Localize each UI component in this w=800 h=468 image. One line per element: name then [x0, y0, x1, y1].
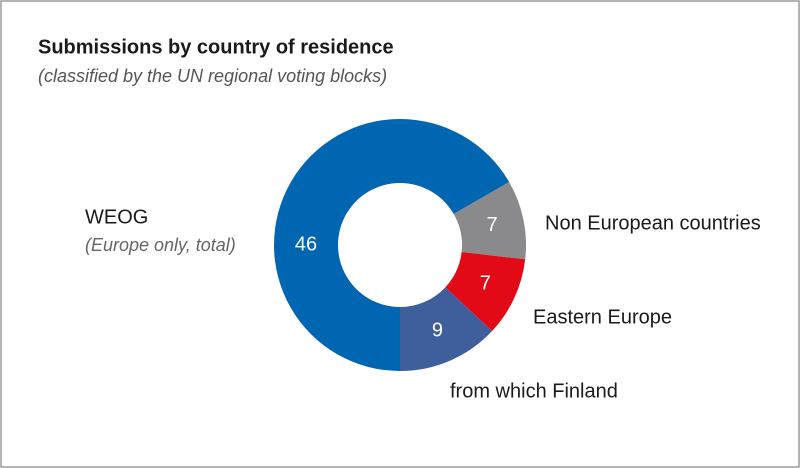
category-label: from which Finland	[450, 380, 618, 402]
slice	[400, 287, 493, 371]
chart-title: Submissions by country of residence	[38, 36, 394, 58]
category-label: Eastern Europe	[533, 306, 672, 328]
slice	[445, 252, 526, 332]
category-label: WEOG	[85, 206, 148, 228]
chart-subtitle: (classified by the UN regional voting bl…	[38, 66, 387, 86]
value-label: 46	[295, 233, 317, 255]
value-label: 7	[486, 214, 497, 236]
value-label: 7	[480, 273, 491, 295]
annotation: (Europe only, total)	[85, 235, 236, 255]
value-label: 9	[432, 319, 443, 341]
category-label: Non European countries	[545, 212, 761, 234]
slice	[274, 119, 510, 371]
slice	[453, 182, 526, 260]
